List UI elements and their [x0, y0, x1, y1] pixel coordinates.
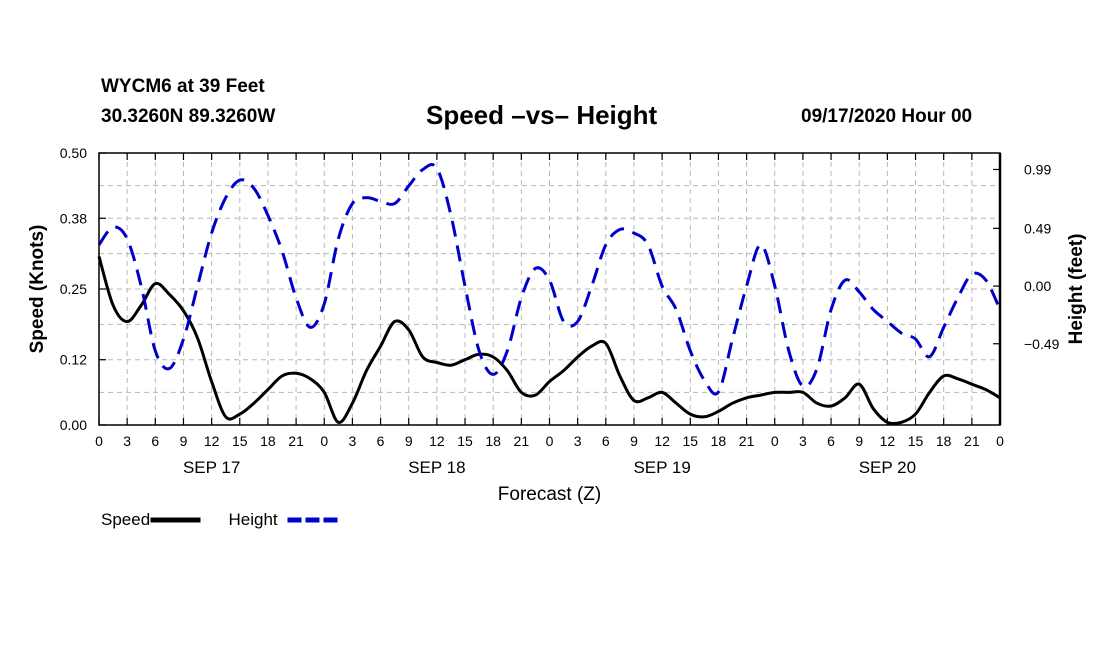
series-layer	[97, 163, 1002, 426]
x-tick-label: 12	[204, 433, 220, 449]
x-tick-label: 0	[320, 433, 328, 449]
x-tick-label: 21	[288, 433, 304, 449]
x-tick-label: 3	[349, 433, 357, 449]
axes: 0 3 6 9 12 15 18 21 0 3 6 9 12 15 18 21 0 3 6 9 12 15 18 21 0 3 6 9…	[27, 145, 1087, 505]
x-tick-label: 9	[405, 433, 413, 449]
x-tick-label: 12	[654, 433, 670, 449]
x-tick-label: 0	[95, 433, 103, 449]
y-right-tick-label: 0.00	[1024, 278, 1051, 294]
coordinates-label: 30.3260N 89.3260W	[101, 106, 276, 127]
y-right-tick-label: 0.99	[1024, 161, 1051, 177]
x-tick-label: 6	[602, 433, 610, 449]
chart-title: Speed –vs– Height	[426, 100, 658, 130]
x-tick-label: 6	[151, 433, 159, 449]
series-line-speed	[97, 255, 1001, 426]
day-label: SEP 20	[859, 458, 916, 477]
series-line-height	[97, 163, 1002, 396]
x-axis-title: Forecast (Z)	[498, 484, 601, 505]
day-label: SEP 18	[408, 458, 465, 477]
x-tick-label: 6	[377, 433, 385, 449]
x-tick-label: 18	[260, 433, 276, 449]
x-tick-label: 18	[711, 433, 727, 449]
x-tick-label: 15	[682, 433, 698, 449]
x-tick-label: 0	[771, 433, 779, 449]
y-right-tick-label: −0.49	[1024, 336, 1060, 352]
x-tick-label: 0	[546, 433, 554, 449]
station-label: WYCM6 at 39 Feet	[101, 76, 265, 97]
y-left-axis-title: Speed (Knots)	[27, 225, 48, 354]
y-right-tick-label: 0.49	[1024, 220, 1051, 236]
x-tick-label: 21	[739, 433, 755, 449]
x-tick-label: 18	[936, 433, 952, 449]
legend-label-speed: Speed	[101, 510, 150, 529]
x-tick-label: 12	[429, 433, 445, 449]
x-tick-label: 6	[827, 433, 835, 449]
x-tick-label: 3	[574, 433, 582, 449]
legend: Speed Height	[101, 510, 338, 529]
x-tick-label: 21	[514, 433, 530, 449]
y-left-tick-label: 0.38	[60, 210, 87, 226]
y-right-axis-title: Height (feet)	[1066, 234, 1087, 345]
y-left-tick-label: 0.12	[60, 352, 87, 368]
y-left-tick-label: 0.25	[60, 281, 87, 297]
x-tick-label: 9	[180, 433, 188, 449]
x-tick-label: 3	[799, 433, 807, 449]
x-tick-label: 18	[485, 433, 501, 449]
forecast-timestamp: 09/17/2020 Hour 00	[801, 106, 973, 127]
x-tick-label: 15	[457, 433, 473, 449]
x-tick-label: 12	[880, 433, 896, 449]
x-tick-label: 21	[964, 433, 980, 449]
x-tick-label: 15	[908, 433, 924, 449]
day-label: SEP 17	[183, 458, 240, 477]
y-left-tick-label: 0.00	[60, 417, 87, 433]
x-tick-label: 0	[996, 433, 1004, 449]
y-left-tick-label: 0.50	[60, 145, 87, 161]
x-tick-label: 9	[855, 433, 863, 449]
legend-label-height: Height	[229, 510, 278, 529]
day-label: SEP 19	[633, 458, 690, 477]
grid	[99, 153, 1000, 425]
x-tick-label: 9	[630, 433, 638, 449]
x-tick-label: 3	[123, 433, 131, 449]
x-tick-label: 15	[232, 433, 248, 449]
